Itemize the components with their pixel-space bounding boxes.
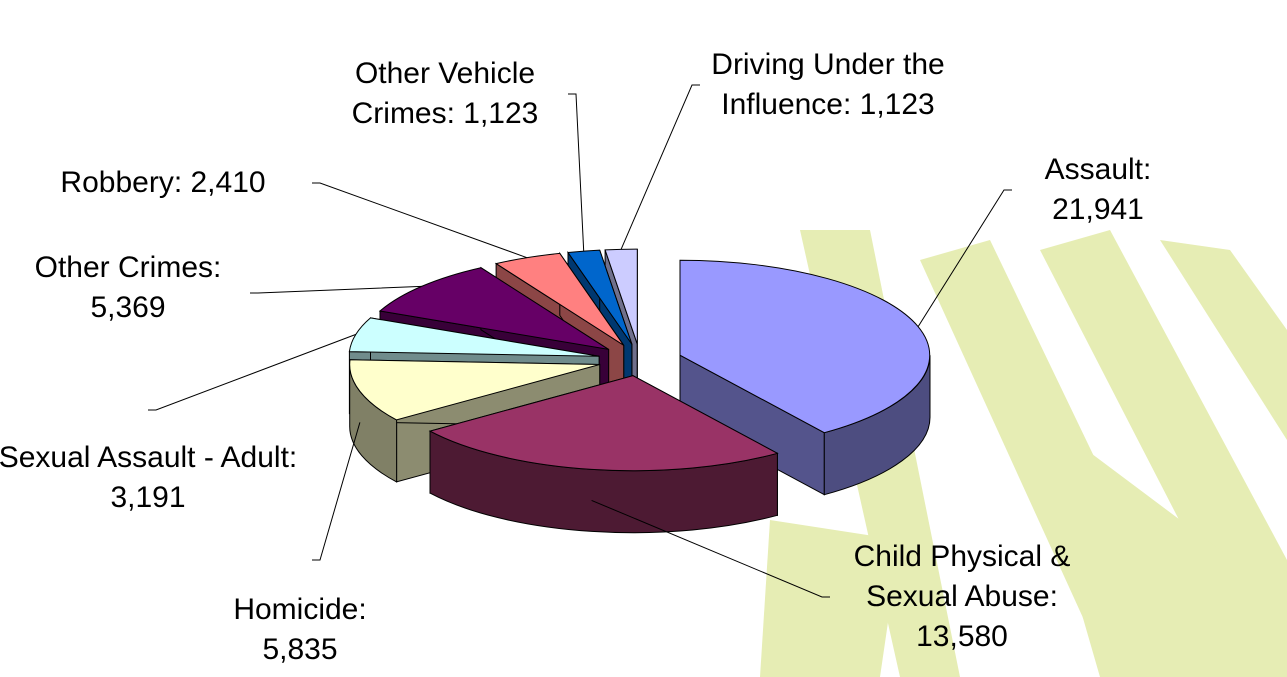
data-label: Robbery: 2,410 <box>13 163 313 203</box>
pie <box>349 249 930 533</box>
leader-line <box>250 286 422 293</box>
data-label: Driving Under the Influence: 1,123 <box>698 45 958 125</box>
leader-line <box>312 183 527 258</box>
leader-line <box>621 85 700 249</box>
chart: Assault: 21,941 Child Physical & Sexual A… <box>0 0 1287 677</box>
data-label: Other Crimes: 5,369 <box>0 248 258 328</box>
leader-line <box>148 334 356 410</box>
data-label: Sexual Assault - Adult: 3,191 <box>0 438 298 518</box>
leader-line <box>312 422 360 560</box>
data-label: Child Physical & Sexual Abuse: 13,580 <box>832 537 1092 657</box>
data-label: Other Vehicle Crimes: 1,123 <box>315 54 575 134</box>
data-label: Assault: 21,941 <box>998 150 1198 230</box>
chart-canvas <box>0 0 1287 677</box>
data-label: Homicide: 5,835 <box>200 590 400 670</box>
